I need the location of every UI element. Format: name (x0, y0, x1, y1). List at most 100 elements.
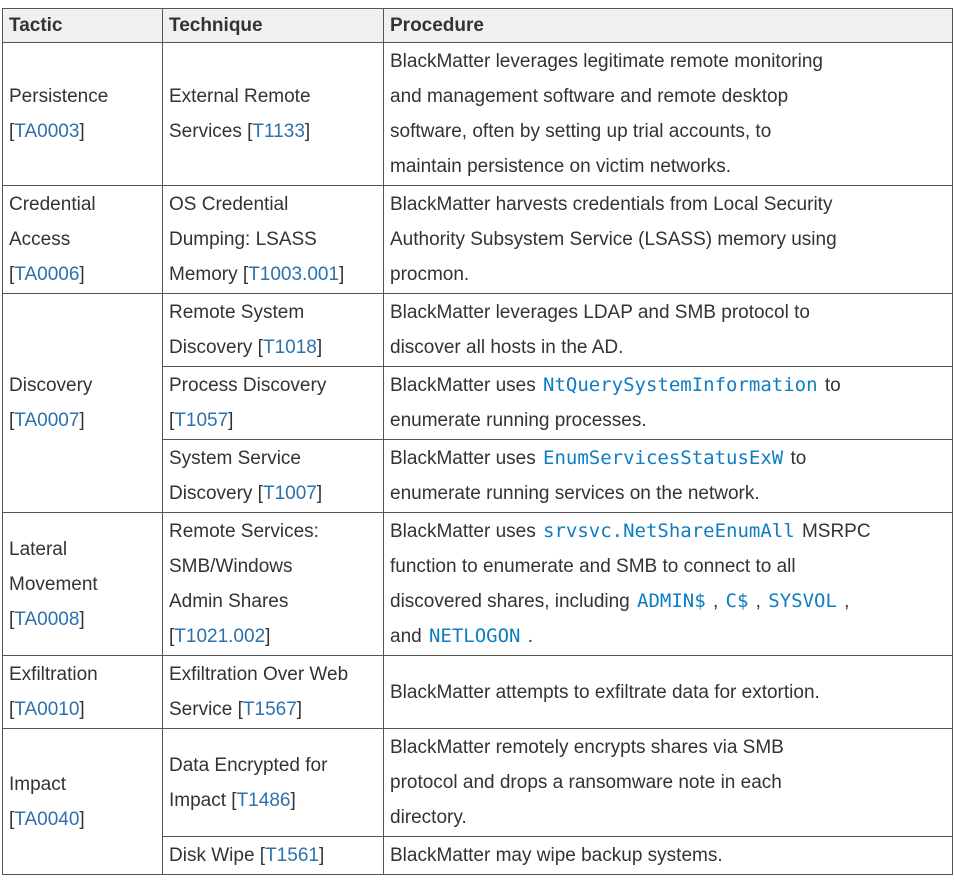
text-run: ] (79, 608, 85, 630)
text-line: BlackMatter may wipe backup systems. (390, 838, 946, 873)
code-run: NtQuerySystemInformation (543, 374, 818, 396)
cell-procedure: BlackMatter may wipe backup systems. (383, 836, 953, 875)
column-header-procedure: Procedure (383, 8, 953, 43)
link-t1057[interactable]: T1057 (174, 410, 229, 431)
text-run: ] (296, 699, 303, 720)
text-run: [ (9, 608, 15, 630)
text-run: Remote System (169, 302, 305, 323)
text-run: [ (9, 808, 15, 830)
text-line: function to enumerate and SMB to connect… (390, 549, 946, 584)
text-run: ] (316, 337, 323, 358)
ttp-table: Tactic Technique Procedure Persistence [TA0… (2, 8, 953, 875)
text-line: Remote System (169, 295, 377, 330)
table-row: System Service Discovery [T1007] BlackMatt… (3, 439, 953, 513)
link-t1567[interactable]: T1567 (242, 699, 297, 720)
text-run: to (785, 448, 807, 469)
text-run: System Service (169, 448, 301, 469)
link-t1021.002[interactable]: T1021.002 (174, 626, 266, 647)
text-run: SMB/Windows (169, 556, 293, 577)
text-run: Exfiltration (9, 664, 98, 685)
text-run: Discovery (9, 375, 93, 396)
cell-tactic: Lateral Movement [TA0008] (2, 512, 163, 656)
text-run: directory. (390, 807, 467, 828)
cell-tactic: Exfiltration [TA0010] (2, 655, 163, 729)
link-t1133[interactable]: T1133 (252, 121, 305, 142)
text-line: BlackMatter leverages LDAP and SMB proto… (390, 295, 946, 330)
text-line: maintain persistence on victim networks. (390, 149, 946, 184)
text-run: procmon. (390, 264, 470, 285)
text-line: BlackMatter uses EnumServicesStatusExW t… (390, 441, 946, 476)
header-row: Tactic Technique Procedure (2, 8, 953, 43)
text-line: BlackMatter uses srvsvc.NetShareEnumAll … (390, 514, 946, 549)
cell-procedure: BlackMatter leverages legitimate remote … (383, 42, 953, 186)
text-run: BlackMatter attempts to exfiltrate data … (390, 681, 820, 703)
text-line: System Service (169, 441, 377, 476)
cell-technique: Data Encrypted for Impact [T1486] (162, 728, 384, 837)
text-run: BlackMatter leverages legitimate remote … (390, 51, 823, 72)
text-line: [TA0040] (9, 802, 156, 837)
text-line: Process Discovery (169, 368, 377, 403)
cell-tactic: Credential Access [TA0006] (2, 185, 163, 294)
link-t1486[interactable]: T1486 (236, 789, 291, 811)
cell-procedure: BlackMatter leverages LDAP and SMB proto… (383, 293, 953, 367)
text-run: [ (9, 264, 15, 285)
text-line: Credential (9, 187, 156, 222)
text-line: protocol and drops a ransomware note in … (390, 765, 946, 800)
table-body: Persistence [ TA0003] External Remote Servic… (2, 42, 953, 875)
text-run: Persistence (9, 86, 109, 107)
text-line: Discovery [T1007] (169, 476, 377, 511)
text-run: ] (265, 626, 271, 647)
text-line: Disk Wipe [T1561] (169, 838, 377, 873)
text-run: Memory [ (169, 264, 249, 285)
text-run: Lateral (9, 538, 68, 560)
text-line: Data Encrypted for (169, 748, 377, 783)
text-line: Exfiltration (9, 657, 156, 692)
text-line: Service [T1567] (169, 692, 377, 727)
text-run: BlackMatter uses (390, 521, 541, 542)
link-t1018[interactable]: T1018 (262, 337, 317, 358)
text-run: MSRPC (796, 521, 871, 542)
text-line: Impact (9, 767, 156, 802)
text-run: Access (9, 229, 71, 250)
text-run: Movement (9, 573, 98, 595)
text-run: ] (290, 789, 296, 811)
text-run: , (750, 591, 767, 612)
table-row: Disk Wipe [T1561] BlackMatter may wipe ba… (3, 836, 953, 875)
text-line: Memory [T1003.001] (169, 257, 377, 292)
text-run: protocol and drops a ransomware note in … (390, 772, 782, 793)
text-line: Services [T1133] (169, 114, 377, 149)
cell-technique: External Remote Services [T1133] (162, 42, 384, 186)
text-run: Authority Subsystem Service (LSASS) memo… (390, 229, 837, 250)
text-line: BlackMatter remotely encrypts shares via… (390, 730, 946, 765)
code-run: C$ (725, 590, 749, 612)
link-t1003.001[interactable]: T1003.001 (248, 264, 340, 285)
link-ta0040[interactable]: TA0040 (14, 808, 80, 830)
link-ta0008[interactable]: TA0008 (14, 608, 80, 630)
link-t1561[interactable]: T1561 (265, 845, 319, 866)
text-run: enumerate running processes. (390, 410, 647, 431)
link-ta0003[interactable]: TA0003 (14, 121, 80, 142)
column-header-tactic: Tactic (2, 8, 163, 43)
link-ta0006[interactable]: TA0006 (14, 264, 80, 285)
text-line: [T1021.002] (169, 619, 377, 654)
text-line: enumerate running services on the networ… (390, 476, 946, 511)
link-t1007[interactable]: T1007 (262, 483, 317, 504)
text-run: Impact (9, 773, 67, 795)
cell-procedure: BlackMatter uses NtQuerySystemInformatio… (383, 366, 953, 440)
text-run: [ (169, 626, 175, 647)
text-run: Dumping: LSASS (169, 229, 317, 250)
text-run: . (522, 626, 534, 647)
text-run: Credential (9, 194, 96, 215)
text-run: ] (79, 264, 85, 285)
link-ta0007[interactable]: TA0007 (14, 410, 80, 431)
text-line: [T1057] (169, 403, 377, 438)
text-run: ] (79, 410, 85, 431)
cell-technique: Remote System Discovery [T1018] (162, 293, 384, 367)
text-line: BlackMatter uses NtQuerySystemInformatio… (390, 368, 946, 403)
text-line: [TA0006] (9, 257, 156, 292)
text-line: BlackMatter harvests credentials from Lo… (390, 187, 946, 222)
link-ta0010[interactable]: TA0010 (14, 699, 80, 720)
code-run: SYSVOL (768, 590, 837, 612)
text-run: BlackMatter leverages LDAP and SMB proto… (390, 302, 810, 323)
